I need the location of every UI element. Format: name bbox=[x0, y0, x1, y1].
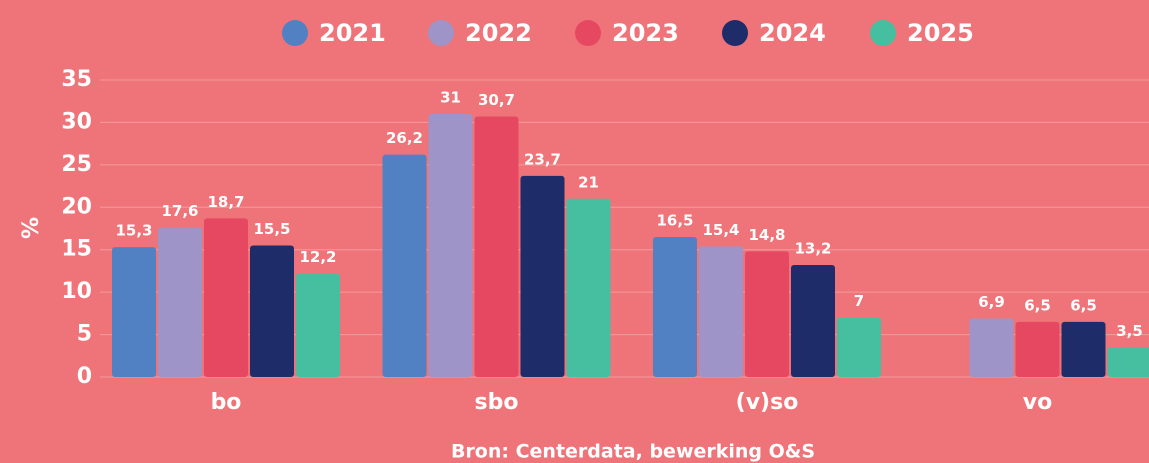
bar bbox=[837, 317, 881, 377]
data-label: 6,5 bbox=[1024, 296, 1051, 314]
bar bbox=[112, 247, 156, 377]
data-label: 6,9 bbox=[978, 293, 1005, 311]
data-label: 16,5 bbox=[656, 211, 693, 229]
bar bbox=[296, 273, 340, 377]
bar bbox=[474, 116, 519, 377]
data-label: 6,5 bbox=[1070, 296, 1097, 314]
bar bbox=[566, 198, 611, 377]
data-label: 14,8 bbox=[748, 226, 785, 244]
data-label: 3,5 bbox=[1116, 322, 1143, 340]
bar bbox=[250, 245, 294, 377]
data-label: 13,2 bbox=[794, 239, 831, 257]
y-axis-label: % bbox=[19, 217, 44, 239]
bar bbox=[653, 236, 697, 377]
bar bbox=[520, 175, 565, 377]
legend-label: 2025 bbox=[907, 19, 974, 47]
data-label: 15,5 bbox=[253, 220, 290, 238]
bar bbox=[382, 154, 427, 377]
source: Bron: Centerdata, bewerking O&S bbox=[451, 441, 815, 463]
bar bbox=[969, 318, 1014, 377]
legend-swatch bbox=[870, 20, 896, 46]
legend-label: 2024 bbox=[759, 19, 826, 47]
y-tick-label: 10 bbox=[61, 279, 92, 304]
y-tick-label: 30 bbox=[61, 109, 92, 134]
bar bbox=[1061, 321, 1106, 377]
x-tick-label: bo bbox=[211, 390, 242, 415]
data-label: 21 bbox=[578, 173, 599, 191]
legend-swatch bbox=[575, 20, 601, 46]
data-label: 18,7 bbox=[207, 193, 244, 211]
x-tick-label: (v)so bbox=[736, 390, 799, 415]
y-tick-label: 5 bbox=[77, 322, 92, 347]
legend-label: 2023 bbox=[612, 19, 679, 47]
legend-label: 2022 bbox=[465, 19, 532, 47]
data-label: 17,6 bbox=[161, 202, 198, 220]
bar bbox=[791, 264, 835, 377]
data-label: 26,2 bbox=[386, 129, 423, 147]
bar bbox=[699, 246, 743, 377]
y-tick-label: 35 bbox=[61, 67, 92, 92]
data-label: 23,7 bbox=[524, 150, 561, 168]
x-tick-label: vo bbox=[1023, 390, 1052, 415]
bar bbox=[158, 227, 202, 377]
legend-swatch bbox=[282, 20, 308, 46]
data-label: 7 bbox=[854, 292, 864, 310]
y-tick-label: 0 bbox=[77, 364, 92, 389]
y-tick-label: 20 bbox=[61, 194, 92, 219]
legend-swatch bbox=[722, 20, 748, 46]
bar bbox=[428, 113, 473, 377]
data-label: 31 bbox=[440, 88, 461, 106]
legend-label: 2021 bbox=[319, 19, 386, 47]
bar bbox=[1107, 347, 1149, 377]
data-label: 15,4 bbox=[702, 221, 739, 239]
y-tick-label: 15 bbox=[61, 237, 92, 262]
data-label: 15,3 bbox=[115, 222, 152, 240]
legend-swatch bbox=[428, 20, 454, 46]
x-tick-label: sbo bbox=[475, 390, 519, 415]
bar bbox=[1015, 321, 1060, 377]
bar bbox=[204, 218, 248, 377]
bar bbox=[745, 251, 789, 377]
data-label: 30,7 bbox=[478, 91, 515, 109]
y-tick-label: 25 bbox=[61, 152, 92, 177]
data-label: 12,2 bbox=[299, 248, 336, 266]
